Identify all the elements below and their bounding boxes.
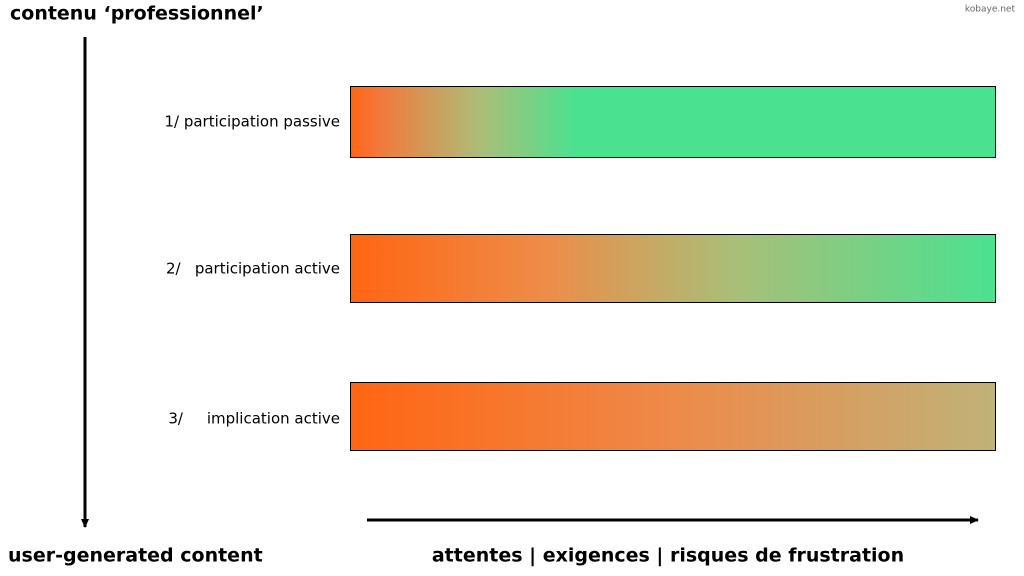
gradient-bar	[350, 86, 996, 158]
gradient-bar	[350, 234, 996, 303]
footer-right: attentes | exigences | risques de frustr…	[432, 545, 904, 567]
gradient-bar	[350, 382, 996, 451]
row-label: 3/ implication active	[168, 410, 340, 428]
row-label: 2/ participation active	[166, 260, 340, 278]
footer-left: user-generated content	[8, 545, 263, 567]
title: contenu ‘professionnel’	[10, 3, 264, 25]
row-label: 1/ participation passive	[164, 113, 340, 131]
site: kobaye.net	[965, 5, 1016, 15]
